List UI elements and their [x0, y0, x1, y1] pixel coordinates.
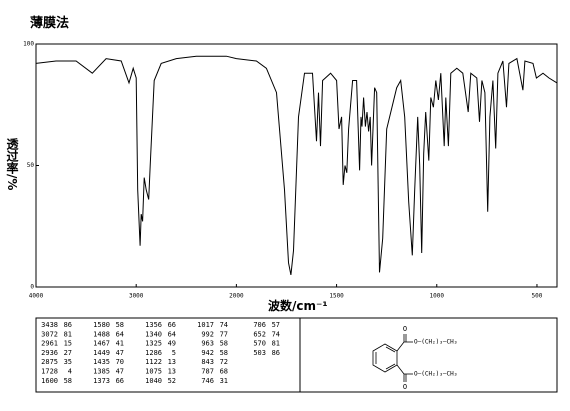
peak-wavenumber: 1075 — [145, 368, 162, 376]
peak-wavenumber: 1488 — [93, 330, 110, 338]
peak-wavenumber: 1373 — [93, 377, 110, 385]
peak-transmittance: 49 — [168, 340, 176, 348]
peak-transmittance: 15 — [64, 340, 72, 348]
peak-transmittance: 66 — [168, 321, 176, 329]
peak-transmittance: 58 — [220, 340, 228, 348]
y-tick-label: 0 — [30, 284, 34, 291]
x-tick-label: 1500 — [329, 293, 344, 300]
peak-transmittance: 47 — [116, 349, 124, 357]
peak-wavenumber: 1286 — [145, 349, 162, 357]
x-tick-label: 3000 — [129, 293, 144, 300]
peak-transmittance: 72 — [220, 358, 228, 366]
peak-wavenumber: 652 — [253, 330, 266, 338]
ester-chain: O—(CH₂)₃—CH₃ — [414, 339, 457, 346]
peak-transmittance: 13 — [168, 358, 176, 366]
peak-wavenumber: 3072 — [41, 330, 58, 338]
peak-transmittance: 35 — [64, 358, 72, 366]
peak-transmittance: 64 — [168, 330, 176, 338]
peak-transmittance: 58 — [220, 349, 228, 357]
carbonyl-o: O — [403, 383, 407, 391]
peak-transmittance: 27 — [64, 349, 72, 357]
peak-transmittance: 66 — [116, 377, 124, 385]
ester-chain: O—(CH₂)₃—CH₃ — [414, 371, 457, 378]
peak-wavenumber: 2875 — [41, 358, 58, 366]
peak-wavenumber: 3438 — [41, 321, 58, 329]
peak-transmittance: 57 — [272, 321, 280, 329]
peak-wavenumber: 706 — [253, 321, 266, 329]
peak-transmittance: 70 — [116, 358, 124, 366]
peak-transmittance: 68 — [220, 368, 228, 376]
peak-transmittance: 47 — [116, 368, 124, 376]
x-tick-label: 1000 — [430, 293, 445, 300]
peak-wavenumber: 570 — [253, 340, 266, 348]
peak-wavenumber: 1467 — [93, 340, 110, 348]
peak-wavenumber: 1449 — [93, 349, 110, 357]
peak-transmittance: 74 — [272, 330, 280, 338]
peak-wavenumber: 1600 — [41, 377, 58, 385]
spectrum-line — [35, 55, 558, 275]
peak-transmittance: 64 — [116, 330, 124, 338]
x-axis-label: 波数/cm⁻¹ — [268, 299, 328, 313]
peak-wavenumber: 503 — [253, 349, 266, 357]
x-tick-label: 2000 — [229, 293, 244, 300]
peak-wavenumber: 992 — [201, 330, 214, 338]
peak-transmittance: 81 — [272, 340, 280, 348]
peak-transmittance: 58 — [64, 377, 72, 385]
peak-wavenumber: 1040 — [145, 377, 162, 385]
peak-wavenumber: 1340 — [145, 330, 162, 338]
y-tick-label: 100 — [23, 41, 34, 48]
x-tick-label: 4000 — [29, 293, 44, 300]
peak-transmittance: 58 — [116, 321, 124, 329]
peak-transmittance: 86 — [64, 321, 72, 329]
peak-transmittance: 31 — [220, 377, 228, 385]
peak-transmittance: 74 — [220, 321, 228, 329]
structure — [372, 334, 413, 382]
peak-wavenumber: 1435 — [93, 358, 110, 366]
peak-transmittance: 41 — [116, 340, 124, 348]
peak-transmittance: 77 — [220, 330, 228, 338]
table-frame — [35, 317, 558, 393]
peak-wavenumber: 746 — [201, 377, 214, 385]
peak-transmittance: 5 — [172, 349, 176, 357]
x-tick-label: 500 — [532, 293, 543, 300]
peak-wavenumber: 2936 — [41, 349, 58, 357]
title: 薄膜法 — [30, 16, 70, 31]
y-tick-label: 50 — [27, 162, 35, 169]
peak-transmittance: 86 — [272, 349, 280, 357]
carbonyl-o: O — [403, 325, 407, 333]
peak-transmittance: 81 — [64, 330, 72, 338]
y-axis-label: 透过率/% — [5, 138, 19, 191]
peak-wavenumber: 1385 — [93, 368, 110, 376]
peak-wavenumber: 1580 — [93, 321, 110, 329]
peak-wavenumber: 787 — [201, 368, 214, 376]
peak-wavenumber: 1356 — [145, 321, 162, 329]
peak-transmittance: 13 — [168, 368, 176, 376]
peak-wavenumber: 1728 — [41, 368, 58, 376]
peak-wavenumber: 963 — [201, 340, 214, 348]
peak-wavenumber: 1017 — [197, 321, 214, 329]
peak-wavenumber: 2961 — [41, 340, 58, 348]
peak-transmittance: 52 — [168, 377, 176, 385]
peak-wavenumber: 1122 — [145, 358, 162, 366]
peak-wavenumber: 843 — [201, 358, 214, 366]
peak-wavenumber: 1325 — [145, 340, 162, 348]
peak-transmittance: 4 — [68, 368, 72, 376]
peak-wavenumber: 942 — [201, 349, 214, 357]
